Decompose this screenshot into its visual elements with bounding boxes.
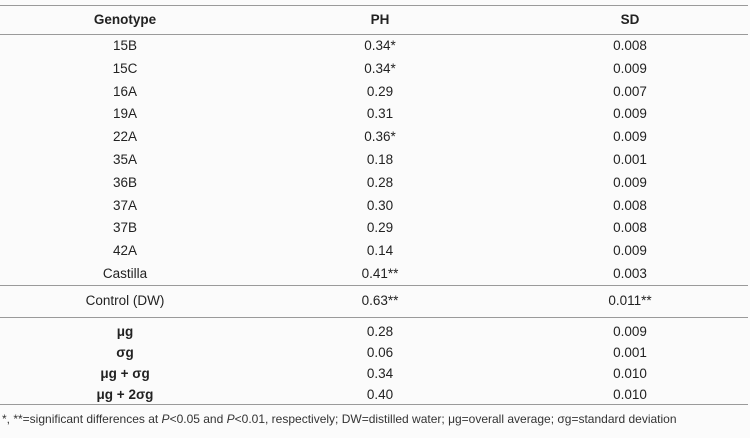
table-row-control: Control (DW) 0.63** 0.011** bbox=[0, 290, 748, 312]
header-sd: SD bbox=[620, 12, 640, 27]
table-row: 15C 0.34* 0.009 bbox=[0, 58, 748, 80]
header-ph: PH bbox=[370, 12, 390, 27]
table-row: 36B 0.28 0.009 bbox=[0, 172, 748, 194]
row-name: μg + 2σg bbox=[96, 387, 154, 402]
table-row: 42A 0.14 0.009 bbox=[0, 240, 748, 262]
row-sd: 0.009 bbox=[613, 174, 647, 190]
row-ph: 0.41** bbox=[361, 266, 399, 281]
table-header-row: Genotype PH SD bbox=[0, 9, 748, 31]
table-row: 37B 0.29 0.008 bbox=[0, 217, 748, 239]
footnote-text-2: <0.05 and bbox=[169, 412, 227, 426]
row-sd: 0.001 bbox=[613, 345, 647, 360]
row-ph: 0.34* bbox=[364, 38, 396, 53]
row-sd: 0.003 bbox=[613, 266, 647, 281]
row-name: 36B bbox=[112, 174, 138, 190]
row-ph: 0.28 bbox=[366, 174, 394, 190]
row-name: 35A bbox=[112, 152, 138, 167]
row-sd: 0.009 bbox=[613, 324, 647, 339]
table-row: μg + σg 0.34 0.010 bbox=[0, 363, 748, 385]
row-ph: 0.18 bbox=[366, 152, 394, 167]
row-sd: 0.007 bbox=[613, 83, 647, 99]
row-sd: 0.010 bbox=[613, 387, 647, 402]
row-ph: 0.34 bbox=[366, 366, 394, 381]
row-sd: 0.009 bbox=[613, 106, 647, 122]
footnote-text-3: <0.01, respectively; DW=distilled water;… bbox=[234, 412, 677, 426]
row-sd: 0.008 bbox=[613, 197, 647, 213]
row-sd: 0.009 bbox=[613, 243, 647, 259]
footnote-p-2: P bbox=[226, 412, 235, 426]
row-name: 16A bbox=[112, 83, 138, 99]
header-rule bbox=[0, 34, 748, 35]
row-name: 15B bbox=[112, 38, 138, 53]
table-row: 16A 0.29 0.007 bbox=[0, 81, 748, 103]
table-row: 22A 0.36* 0.009 bbox=[0, 126, 748, 148]
row-name: 37B bbox=[112, 220, 138, 236]
row-name: μg bbox=[116, 324, 134, 339]
row-name: 19A bbox=[112, 106, 138, 122]
table-row: 19A 0.31 0.009 bbox=[0, 103, 748, 125]
table-row: 37A 0.30 0.008 bbox=[0, 195, 748, 217]
table-row: 15B 0.34* 0.008 bbox=[0, 35, 748, 57]
row-ph: 0.30 bbox=[366, 197, 394, 213]
row-name: Castilla bbox=[102, 266, 148, 281]
row-name: 42A bbox=[112, 243, 138, 259]
row-ph: 0.14 bbox=[366, 243, 394, 259]
row-ph: 0.34* bbox=[364, 60, 396, 76]
footnote-p-1: P bbox=[161, 412, 170, 426]
row-ph: 0.28 bbox=[366, 324, 394, 339]
header-genotype: Genotype bbox=[93, 12, 157, 27]
row-ph: 0.36* bbox=[364, 129, 396, 145]
row-ph: 0.29 bbox=[366, 220, 394, 236]
table-row: Castilla 0.41** 0.003 bbox=[0, 263, 748, 285]
row-sd: 0.001 bbox=[613, 152, 647, 167]
row-name: 37A bbox=[112, 197, 138, 213]
row-sd: 0.010 bbox=[613, 366, 647, 381]
row-ph: 0.31 bbox=[366, 106, 394, 122]
table-bottom-rule bbox=[0, 404, 748, 405]
footnote-text-1: *, **=significant differences at bbox=[2, 412, 162, 426]
row-sd: 0.009 bbox=[613, 129, 647, 145]
control-top-rule bbox=[0, 285, 748, 286]
row-sd: 0.009 bbox=[613, 60, 647, 76]
row-sd: 0.011** bbox=[608, 293, 652, 308]
row-sd: 0.008 bbox=[613, 220, 647, 236]
row-ph: 0.29 bbox=[366, 83, 394, 99]
table-row: μg 0.28 0.009 bbox=[0, 321, 748, 343]
table-top-rule bbox=[0, 5, 748, 6]
row-ph: 0.06 bbox=[366, 345, 394, 360]
row-sd: 0.008 bbox=[613, 38, 647, 53]
row-name: 22A bbox=[112, 129, 138, 145]
row-ph: 0.40 bbox=[366, 387, 394, 402]
row-name: 15C bbox=[112, 60, 138, 76]
footnote: *, **=significant differences at P<0.05 … bbox=[2, 412, 677, 426]
row-name: μg + σg bbox=[100, 366, 150, 381]
table-row: 35A 0.18 0.001 bbox=[0, 149, 748, 171]
table-row: μg + 2σg 0.40 0.010 bbox=[0, 384, 748, 406]
row-name: σg bbox=[116, 345, 134, 360]
stats-top-rule bbox=[0, 317, 748, 318]
table-row: σg 0.06 0.001 bbox=[0, 342, 748, 364]
row-ph: 0.63** bbox=[361, 293, 399, 308]
row-name: Control (DW) bbox=[85, 293, 165, 308]
